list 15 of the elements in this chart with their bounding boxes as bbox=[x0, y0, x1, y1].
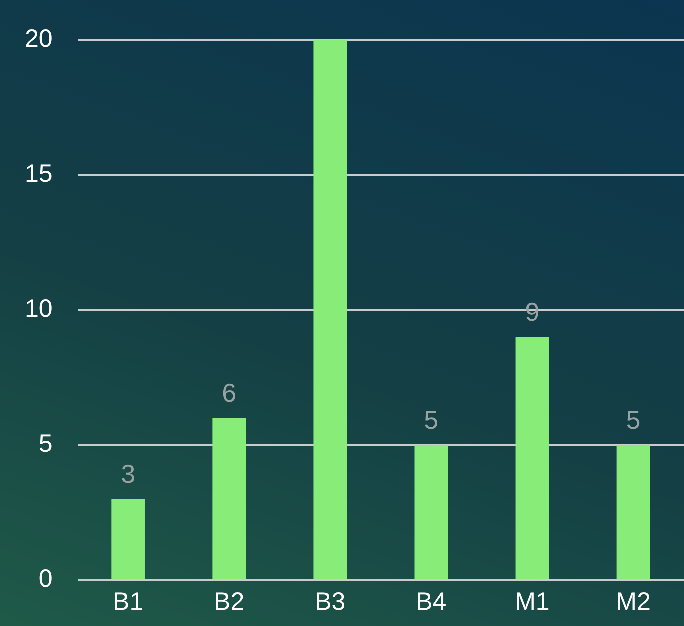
y-tick-label: 10 bbox=[24, 294, 53, 323]
data-label: 3 bbox=[121, 459, 136, 490]
x-tick-label: B3 bbox=[315, 588, 346, 616]
x-tick-label: B1 bbox=[113, 588, 144, 616]
x-tick-label: M1 bbox=[515, 588, 550, 616]
data-label: 5 bbox=[626, 405, 641, 436]
y-tick-label: 20 bbox=[24, 24, 53, 53]
x-tick-label: B4 bbox=[416, 588, 447, 616]
y-tick-label: 15 bbox=[24, 160, 53, 188]
y-tick-label: 5 bbox=[38, 430, 53, 458]
data-label: 5 bbox=[424, 405, 439, 436]
y-tick-label: 0 bbox=[38, 564, 53, 593]
x-tick-label: M2 bbox=[616, 588, 651, 616]
x-tick-label: B2 bbox=[214, 588, 245, 616]
data-label: 6 bbox=[222, 378, 237, 408]
